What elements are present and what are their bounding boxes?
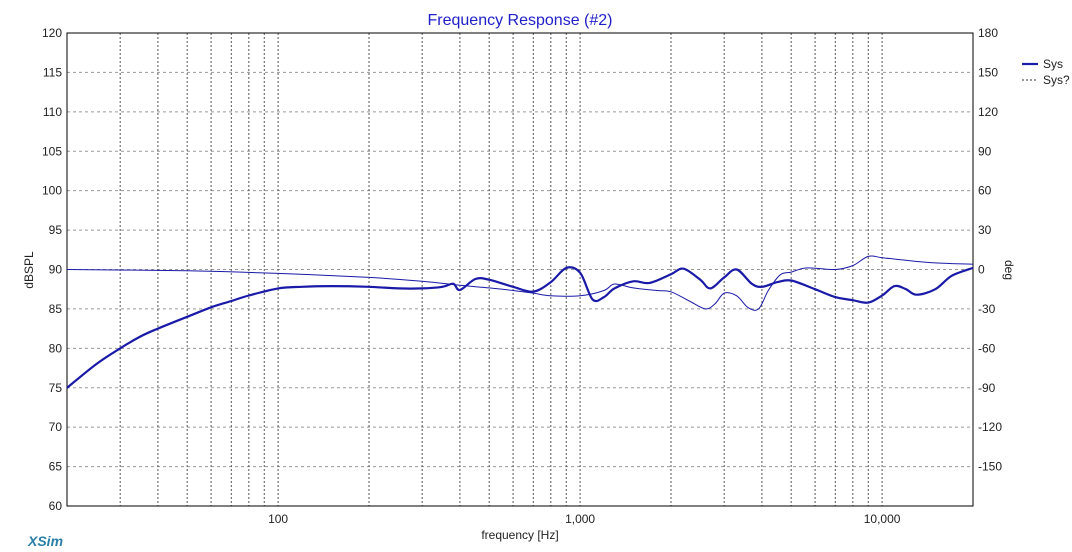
xsim-brand: XSim xyxy=(27,533,63,549)
legend-label-sys: Sys xyxy=(1043,57,1063,71)
y2-tick-label: 90 xyxy=(978,144,992,158)
series-sys-phase xyxy=(66,255,974,311)
y-tick-label: 75 xyxy=(49,381,63,395)
y-tick-label: 65 xyxy=(49,460,63,474)
x-axis-label: frequency [Hz] xyxy=(481,528,558,542)
y2-tick-label: 30 xyxy=(978,223,992,237)
y2-tick-label: -30 xyxy=(978,302,996,316)
y-tick-label: 115 xyxy=(43,65,62,79)
y-tick-label: 120 xyxy=(42,26,62,40)
x-tick-label: 10,000 xyxy=(864,512,901,526)
grid-lines xyxy=(67,33,973,506)
y-tick-label: 95 xyxy=(49,223,63,237)
y2-tick-label: -90 xyxy=(978,381,996,395)
series-layer xyxy=(66,255,974,389)
legend-label-sys-phase: Sys? xyxy=(1043,73,1070,87)
y-tick-label: 70 xyxy=(49,420,63,434)
y-tick-label: 60 xyxy=(49,499,63,513)
y2-tick-label: -120 xyxy=(978,420,1002,434)
x-tick-label: 1,000 xyxy=(565,512,595,526)
series-sys-spl xyxy=(66,266,974,389)
y2-tick-label: 120 xyxy=(978,105,998,119)
tick-labels: 60 65 70 75 80 85 90 95 100 105 110 115 120 -150 -120 -… xyxy=(42,26,1002,526)
y-tick-label: 105 xyxy=(42,144,62,158)
y-tick-label: 100 xyxy=(42,184,62,198)
y-axis-label: dBSPL xyxy=(22,251,36,289)
y-tick-label: 90 xyxy=(49,263,63,277)
y2-tick-label: 60 xyxy=(978,184,992,198)
y-tick-label: 80 xyxy=(49,341,63,355)
y-tick-label: 110 xyxy=(43,105,62,119)
y2-tick-label: 150 xyxy=(978,65,998,79)
legend: Sys Sys? xyxy=(1022,57,1070,87)
x-tick-label: 100 xyxy=(268,512,288,526)
y2-tick-label: -60 xyxy=(978,341,996,355)
y2-tick-label: -150 xyxy=(978,460,1002,474)
chart-title: Frequency Response (#2) xyxy=(428,12,613,29)
y2-axis-label: deg xyxy=(1002,260,1016,280)
y2-tick-label: 180 xyxy=(978,26,998,40)
y2-tick-label: 0 xyxy=(978,263,985,277)
y-tick-label: 85 xyxy=(49,302,63,316)
